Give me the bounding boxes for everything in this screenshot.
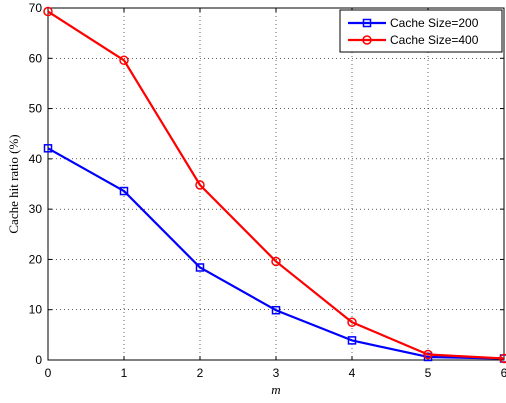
series-point-circle (195, 180, 205, 190)
y-tick-label: 30 (29, 202, 43, 216)
x-tick-label: 3 (273, 366, 280, 380)
series (43, 6, 506, 364)
series-point-square (362, 18, 372, 28)
y-axis-title: Cache hit ratio (%) (6, 134, 21, 233)
series-point-circle (362, 35, 372, 45)
series-cache-size-400 (43, 6, 506, 364)
series-point-circle (271, 256, 281, 267)
y-tick-label: 70 (29, 1, 43, 15)
series-point-square (43, 144, 53, 153)
legend: Cache Size=200 Cache Size=400 (339, 9, 503, 53)
axes (47, 7, 505, 361)
series-point-circle (347, 317, 357, 328)
legend-box (339, 9, 503, 53)
series-cache-size-200 (43, 144, 506, 363)
y-tick-label: 0 (35, 353, 42, 367)
y-tick-label: 50 (29, 102, 43, 116)
series-point-circle (119, 55, 129, 66)
x-axis-title: m (271, 382, 280, 397)
series-point-square (271, 305, 281, 315)
series-line (47, 147, 505, 360)
y-tick-label: 40 (29, 152, 43, 166)
series-point-square (347, 336, 357, 345)
x-tick-label: 0 (45, 366, 52, 380)
x-tick-label: 2 (197, 366, 204, 380)
x-tick-label: 4 (349, 366, 356, 380)
legend-item: Cache Size=400 (348, 33, 479, 47)
y-tick-label: 60 (29, 51, 43, 65)
series-point-square (119, 186, 129, 196)
legend-item: Cache Size=200 (348, 16, 479, 30)
series-line (47, 10, 505, 360)
x-tick-label: 5 (425, 366, 432, 380)
series-point-circle (499, 353, 506, 364)
x-tick-label: 6 (501, 366, 506, 380)
y-tick-label: 20 (29, 252, 43, 266)
series-point-circle (43, 6, 53, 17)
x-tick-label: 1 (121, 366, 128, 380)
legend-label: Cache Size=200 (390, 16, 479, 30)
series-point-circle (423, 349, 433, 360)
y-tick-label: 10 (29, 303, 43, 317)
series-point-square (195, 263, 205, 272)
legend-label: Cache Size=400 (390, 33, 479, 47)
